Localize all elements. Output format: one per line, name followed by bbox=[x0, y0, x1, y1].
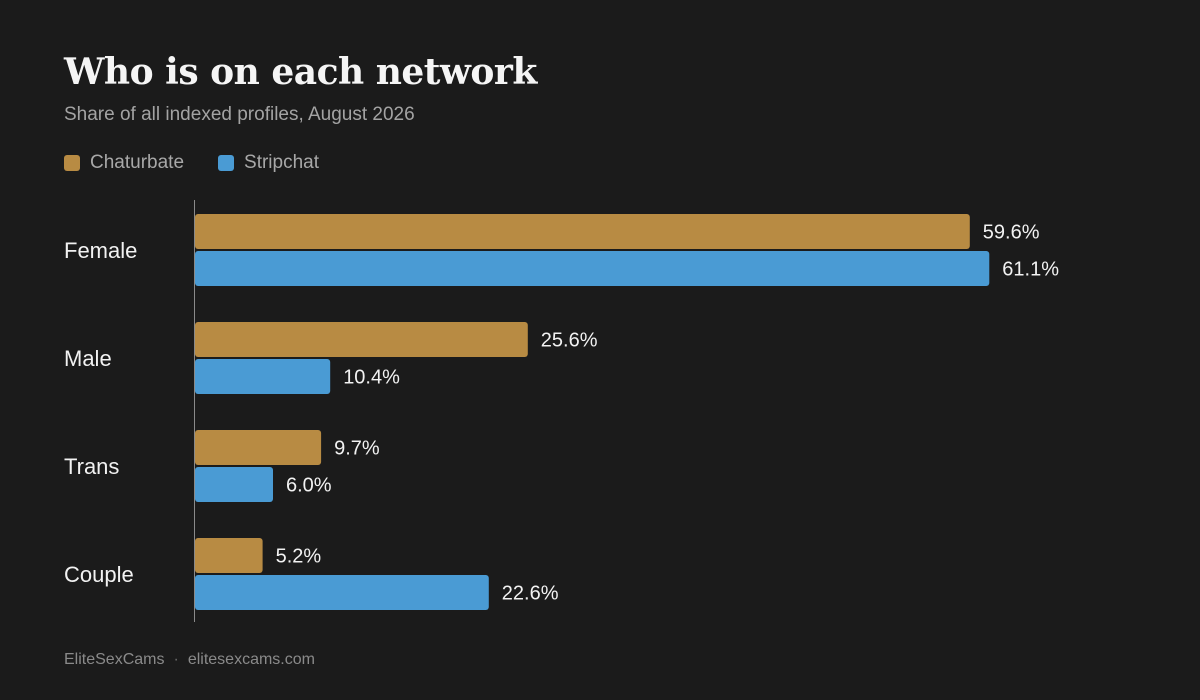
value-label-chaturbate-couple: 5.2% bbox=[276, 546, 322, 568]
legend: Chaturbate Stripchat bbox=[64, 151, 353, 175]
category-label-couple: Couple bbox=[64, 562, 134, 587]
legend-item-chaturbate: Chaturbate bbox=[64, 151, 184, 175]
footer-brand: EliteSexCams bbox=[64, 651, 165, 668]
value-label-stripchat-trans: 6.0% bbox=[286, 475, 332, 497]
value-label-chaturbate-trans: 9.7% bbox=[334, 438, 380, 460]
bar-chaturbate-trans bbox=[195, 430, 322, 465]
category-label-female: Female bbox=[64, 238, 137, 263]
footer: EliteSexCams · elitesexcams.com bbox=[64, 650, 315, 670]
footer-url: elitesexcams.com bbox=[187, 651, 315, 668]
value-label-stripchat-female: 61.1% bbox=[1002, 259, 1059, 281]
legend-label-stripchat: Stripchat bbox=[244, 152, 319, 173]
category-label-trans: Trans bbox=[64, 454, 119, 479]
footer-separator: · bbox=[173, 651, 179, 668]
bar-stripchat-male bbox=[195, 359, 331, 394]
value-label-chaturbate-male: 25.6% bbox=[541, 330, 598, 352]
bar-chaturbate-male bbox=[195, 322, 528, 357]
value-label-chaturbate-female: 59.6% bbox=[983, 222, 1040, 244]
chart-subtitle: Share of all indexed profiles, August 20… bbox=[64, 104, 415, 125]
bar-stripchat-female bbox=[195, 251, 990, 286]
legend-item-stripchat: Stripchat bbox=[218, 151, 319, 175]
legend-swatch-chaturbate bbox=[64, 155, 80, 171]
legend-label-chaturbate: Chaturbate bbox=[90, 152, 185, 173]
bar-stripchat-couple bbox=[195, 575, 489, 610]
bar-stripchat-trans bbox=[195, 467, 273, 502]
category-label-male: Male bbox=[64, 346, 112, 371]
value-label-stripchat-couple: 22.6% bbox=[502, 583, 559, 605]
bar-chaturbate-female bbox=[195, 214, 970, 249]
chart-title: Who is on each network bbox=[64, 51, 537, 93]
bar-chaturbate-couple bbox=[195, 538, 263, 573]
legend-swatch-stripchat bbox=[218, 155, 235, 171]
value-label-stripchat-male: 10.4% bbox=[343, 367, 400, 389]
